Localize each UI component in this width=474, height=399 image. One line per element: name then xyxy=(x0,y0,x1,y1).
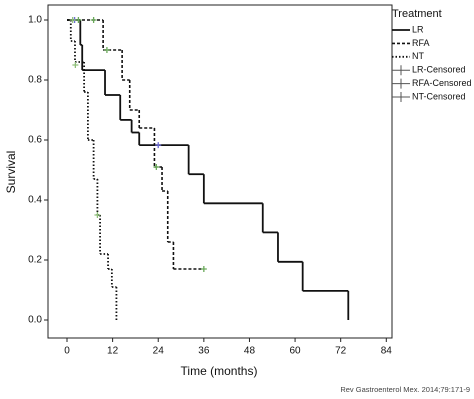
x-tick-label: 60 xyxy=(290,346,302,357)
censor-mark xyxy=(69,17,76,23)
x-tick-label: 0 xyxy=(64,346,70,357)
legend-marker xyxy=(392,78,410,89)
x-axis-title: Time (months) xyxy=(181,364,258,378)
censor-mark xyxy=(72,62,79,68)
y-axis-title: Survival xyxy=(4,151,18,194)
plot-frame xyxy=(47,4,393,339)
legend-marker xyxy=(392,65,410,76)
legend-label: NT-Censored xyxy=(412,91,466,101)
x-tick-label: 12 xyxy=(107,346,119,357)
y-tick-label: 0.4 xyxy=(28,195,42,206)
censor-mark xyxy=(155,142,162,149)
legend-label: RFA-Censored xyxy=(412,78,472,88)
x-tick-label: 36 xyxy=(198,346,210,357)
y-tick-label: 1.0 xyxy=(28,15,42,26)
caption: Rev Gastroenterol Mex. 2014;79:171-9 xyxy=(340,385,470,394)
legend-label: RFA xyxy=(412,38,430,48)
y-tick-label: 0.6 xyxy=(28,135,42,146)
x-tick-label: 24 xyxy=(153,346,165,357)
censor-mark xyxy=(153,164,160,170)
y-tick-label: 0.8 xyxy=(28,75,42,86)
censor-mark xyxy=(90,17,97,23)
censor-mark xyxy=(75,17,82,23)
y-tick-label: 0.2 xyxy=(28,255,42,266)
x-tick-label: 84 xyxy=(381,346,393,357)
y-tick-label: 0.0 xyxy=(28,315,42,326)
legend-title: Treatment xyxy=(392,8,442,20)
legend-label: NT xyxy=(412,51,424,61)
legend-marker xyxy=(392,92,410,102)
x-tick-label: 48 xyxy=(244,346,256,357)
legend-label: LR-Censored xyxy=(412,65,466,75)
legend-label: LR xyxy=(412,24,424,34)
x-tick-label: 72 xyxy=(335,346,347,357)
censor-mark xyxy=(94,212,101,218)
censor-mark xyxy=(103,47,110,53)
censor-mark xyxy=(200,266,207,272)
